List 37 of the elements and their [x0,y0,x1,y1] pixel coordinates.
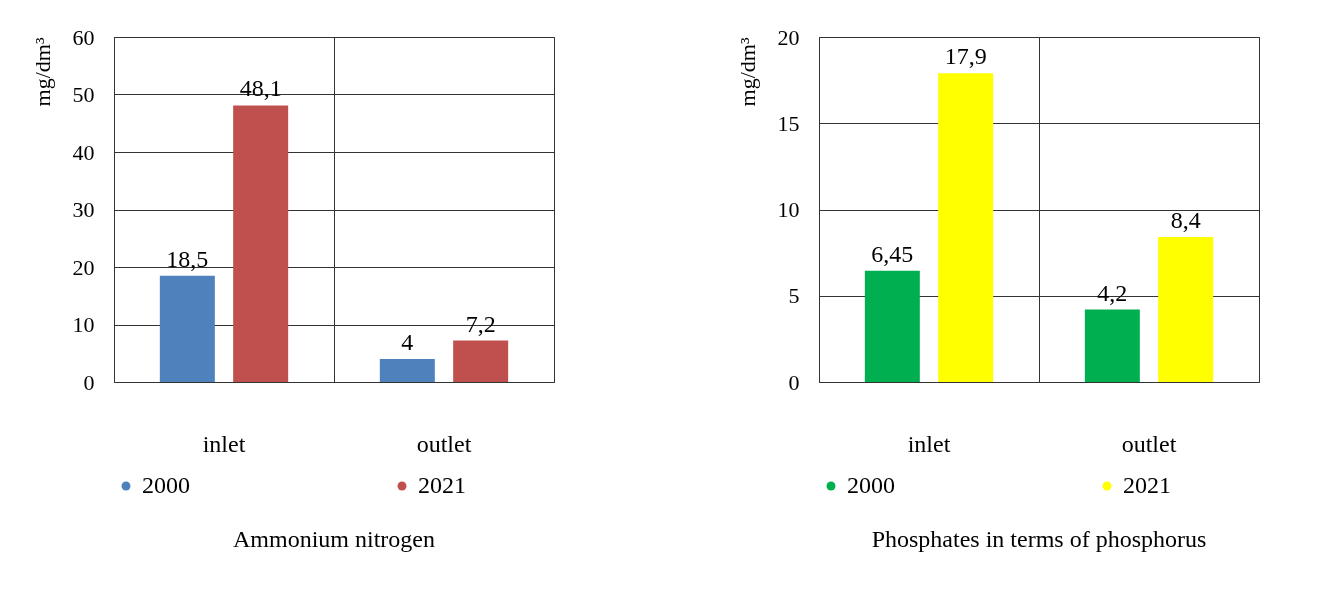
y-axis-title: mg/dm³ [29,37,55,107]
legend-label: 2000 [847,472,895,498]
text: Ammonium nitrogen [233,526,435,552]
x-tick-label: outlet [1121,430,1177,457]
bar [233,105,289,382]
data-label: 4 [401,329,414,355]
y-tick-label: 20 [72,254,95,280]
bar [864,270,920,382]
y-tick-label: 0 [788,369,800,395]
legend-label: 2021 [1123,472,1171,498]
legend-label: 2021 [418,472,466,498]
data-label: 17,9 [944,43,987,70]
data-label: 6,45 [871,240,914,267]
x-tick-label: inlet [907,430,951,457]
bar [159,275,215,382]
y-tick-label: 40 [72,139,95,165]
bar [379,359,435,382]
y-axis-title: mg/dm³ [734,37,760,107]
y-tick-label: 20 [777,24,800,50]
legend-label: 2000 [142,472,190,498]
bar [453,340,509,382]
bar [1084,309,1140,382]
data-label: 8,4 [1170,207,1201,234]
y-tick-label: 5 [788,283,800,309]
data-label: 18,5 [166,245,209,272]
text: Phosphates in terms of phosphorus [871,526,1207,552]
y-tick-label: 15 [777,110,800,136]
y-tick-label: 30 [72,197,95,222]
y-tick-label: 10 [777,197,800,222]
bar [938,73,994,382]
y-tick-label: 50 [72,82,95,107]
bar [1158,237,1214,382]
y-tick-label: 60 [72,24,95,50]
y-tick-label: 10 [72,312,95,337]
x-tick-label: outlet [416,430,472,457]
y-tick-label: 0 [83,369,95,395]
x-tick-label: inlet [202,430,246,457]
